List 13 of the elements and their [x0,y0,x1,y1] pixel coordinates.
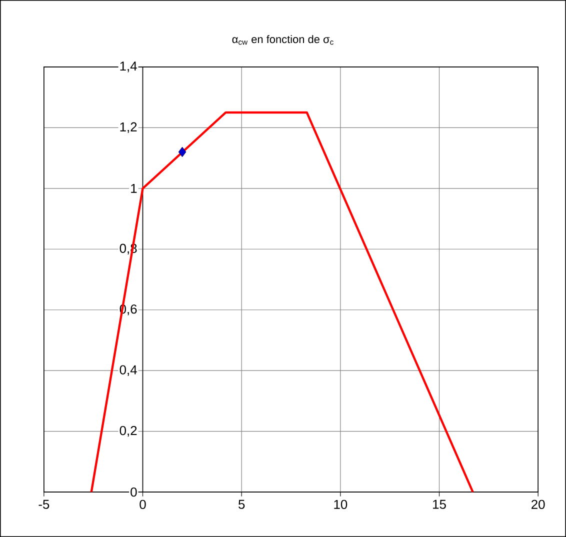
y-tick-label: 0,4 [120,365,137,376]
y-tick-label: 1,4 [120,62,137,72]
chart-title: α$_{cw}$ en fonction de σ$_{c}$ [232,35,334,45]
x-tick-label: 0 [140,500,146,510]
y-tick-label: 0 [130,487,137,497]
y-tick-label: 0,2 [120,426,137,437]
x-tick-label: 15 [433,500,446,509]
x-tick-label: -5 [38,500,50,509]
x-tick-label: 5 [238,500,245,509]
y-tick-label: 1 [131,184,137,193]
x-tick-label: 10 [334,500,348,510]
x-tick-label: 20 [532,500,545,510]
y-tick-label: 1,2 [120,122,137,134]
